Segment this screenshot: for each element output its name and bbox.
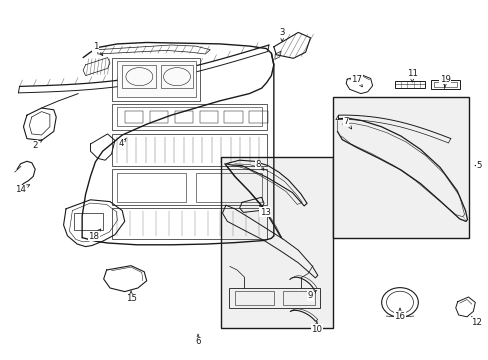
Bar xyxy=(149,111,168,123)
Bar xyxy=(161,65,193,88)
Bar xyxy=(112,104,266,130)
Bar xyxy=(195,173,261,202)
Text: 3: 3 xyxy=(279,28,285,41)
Bar xyxy=(122,65,156,88)
Bar xyxy=(249,111,267,123)
Bar xyxy=(228,288,320,308)
Text: 1: 1 xyxy=(92,42,102,55)
Text: 10: 10 xyxy=(311,321,322,333)
Text: 18: 18 xyxy=(88,229,101,241)
Bar xyxy=(282,291,315,305)
Text: 11: 11 xyxy=(406,69,417,82)
Bar xyxy=(117,173,185,202)
Text: 12: 12 xyxy=(470,317,481,327)
Bar xyxy=(394,81,425,88)
Text: 9: 9 xyxy=(307,291,316,300)
Bar xyxy=(112,169,266,205)
Text: 8: 8 xyxy=(255,160,264,170)
Text: 17: 17 xyxy=(351,75,362,87)
Text: 2: 2 xyxy=(32,140,42,150)
Bar xyxy=(112,208,266,239)
Bar xyxy=(112,134,266,166)
Bar xyxy=(224,111,243,123)
Text: 14: 14 xyxy=(15,185,29,194)
Bar xyxy=(199,111,218,123)
Text: 19: 19 xyxy=(439,75,449,87)
Bar xyxy=(112,58,200,101)
Bar xyxy=(221,157,332,328)
Text: 16: 16 xyxy=(394,308,405,320)
Bar xyxy=(430,80,459,89)
Text: 15: 15 xyxy=(125,291,136,303)
Bar xyxy=(124,111,143,123)
Bar xyxy=(234,291,273,305)
Bar xyxy=(117,107,261,126)
Bar xyxy=(117,61,195,97)
Bar xyxy=(433,82,456,87)
Text: 13: 13 xyxy=(259,205,270,217)
Text: 7: 7 xyxy=(343,117,351,129)
Text: 6: 6 xyxy=(195,334,201,346)
Text: 4: 4 xyxy=(118,138,126,148)
Bar xyxy=(174,111,193,123)
Bar xyxy=(332,97,468,238)
Text: 5: 5 xyxy=(474,161,481,170)
Bar xyxy=(74,213,102,230)
